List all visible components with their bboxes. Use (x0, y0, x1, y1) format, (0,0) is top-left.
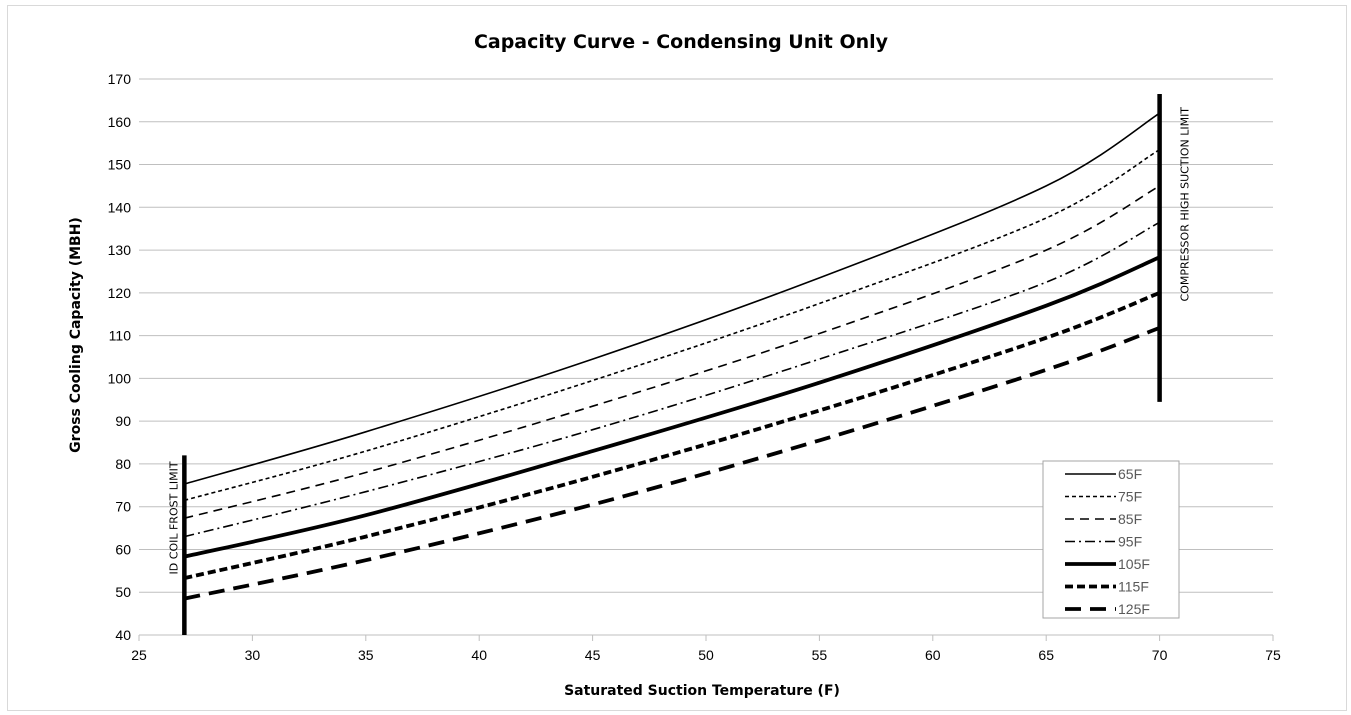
series-line-75F (184, 148, 1161, 502)
y-tick-label: 70 (115, 499, 131, 515)
y-tick-label: 40 (115, 627, 131, 643)
legend: 65F 75F 85F 95F 105F 115F 125F (1042, 460, 1180, 619)
x-tick-label: 30 (245, 647, 261, 663)
y-tick-label: 50 (115, 584, 131, 600)
limit-annotation: COMPRESSOR HIGH SUCTION LIMIT (1179, 107, 1192, 302)
series-line-85F (184, 185, 1160, 519)
series-line-115F (183, 291, 1161, 580)
limit-markers: ID COIL FROST LIMIT COMPRESSOR HIGH SUCTI… (167, 93, 1192, 635)
legend-label: 115F (1118, 579, 1149, 595)
legend-label: 105F (1118, 556, 1150, 572)
x-tick-label: 65 (1038, 647, 1054, 663)
series-line-65F (184, 112, 1161, 485)
legend-label: 125F (1118, 601, 1150, 617)
x-tick-label: 40 (471, 647, 487, 663)
chart-title: Capacity Curve - Condensing Unit Only (474, 31, 889, 53)
x-tick-label: 70 (1152, 647, 1168, 663)
y-tick-label: 100 (108, 370, 132, 386)
legend-label: 85F (1118, 511, 1142, 527)
y-tick-label: 150 (108, 157, 132, 173)
series-line-105F (183, 255, 1161, 559)
y-tick-label: 160 (108, 114, 132, 130)
y-tick-label: 130 (108, 242, 132, 258)
x-tick-label: 50 (698, 647, 714, 663)
x-tick-label: 55 (812, 647, 828, 663)
x-tick-label: 60 (925, 647, 941, 663)
y-axis-title: Gross Cooling Capacity (MBH) (68, 217, 84, 453)
x-axis-title: Saturated Suction Temperature (F) (564, 683, 840, 699)
y-tick-label: 110 (109, 328, 132, 344)
y-tick-label: 120 (108, 285, 132, 301)
x-tick-label: 25 (131, 647, 147, 663)
y-tick-label: 80 (115, 456, 131, 472)
legend-box (1042, 460, 1180, 619)
series-lines (183, 112, 1161, 601)
y-tick-label: 90 (115, 413, 131, 429)
legend-label: 75F (1118, 489, 1142, 505)
y-tick-label: 60 (115, 541, 131, 557)
x-tick-label: 75 (1265, 647, 1281, 663)
x-tick-label: 35 (358, 647, 374, 663)
series-line-125F (184, 326, 1161, 601)
limit-annotation: ID COIL FROST LIMIT (167, 461, 180, 574)
legend-label: 95F (1118, 534, 1142, 550)
y-tick-label: 140 (108, 199, 132, 215)
series-line-95F (184, 221, 1160, 538)
x-tick-label: 45 (585, 647, 601, 663)
axes: 40 50 60 70 80 90 100 110 120 130 140 150 160 170 25 30… (108, 71, 1281, 663)
y-tick-label: 170 (108, 71, 132, 87)
legend-label: 65F (1118, 466, 1142, 482)
